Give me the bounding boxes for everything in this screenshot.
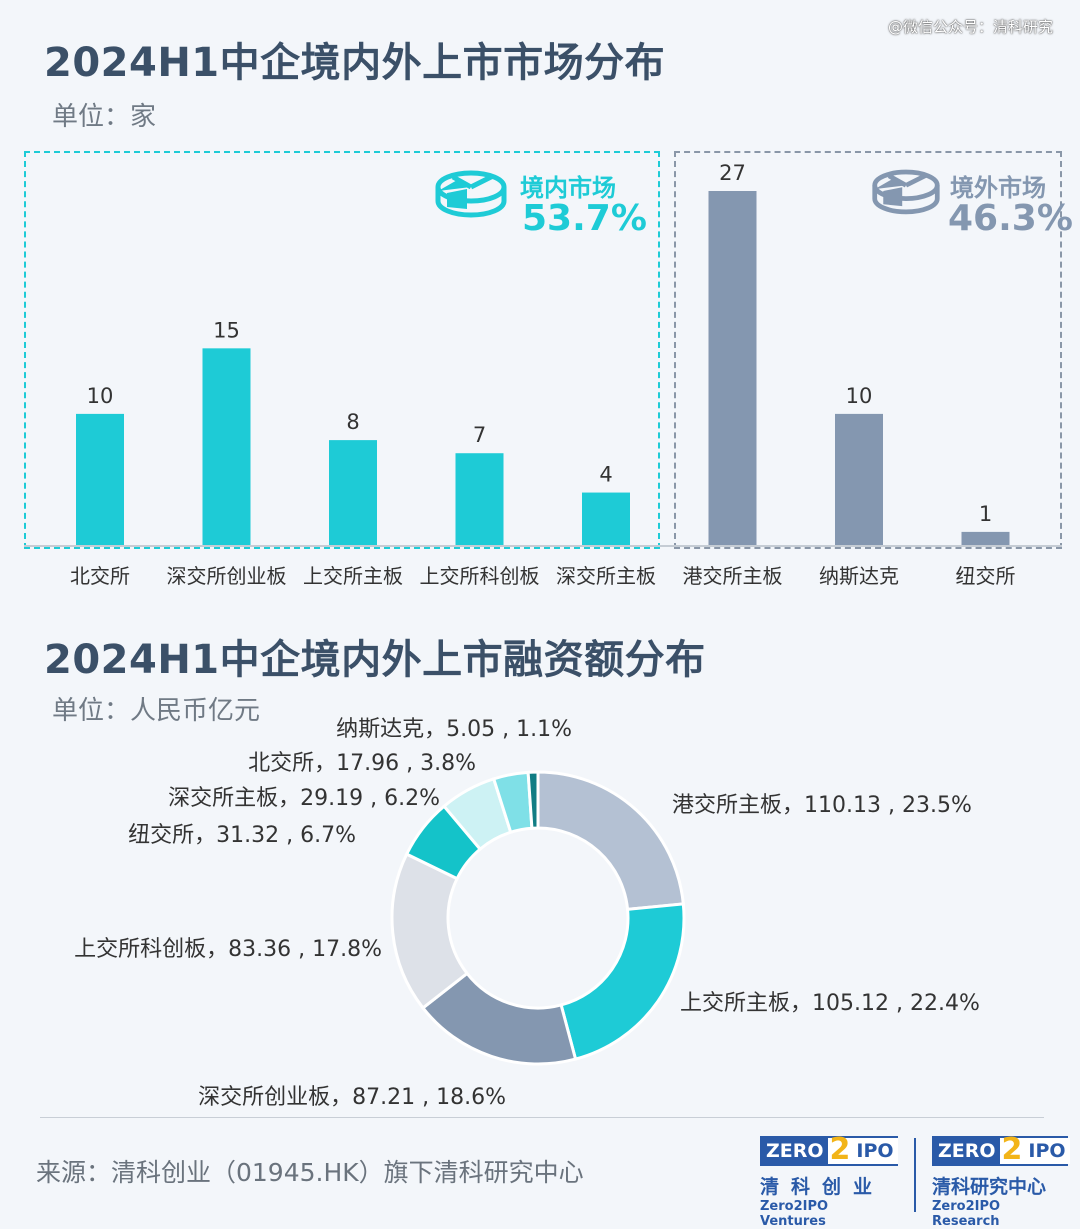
bar-value-label: 7 <box>473 423 486 447</box>
logo-two-text: 2 <box>827 1132 853 1167</box>
unit-label-financing: 单位：人民币亿元 <box>52 696 261 726</box>
zero2ipo-research-logo: ZERO 2 IPO 清科研究中心 Zero2IPO Research <box>932 1132 1070 1229</box>
bar-value-label: 10 <box>87 384 114 408</box>
overseas-market-box <box>674 151 1062 549</box>
overseas-market-label: 境外市场 <box>950 174 1046 202</box>
domestic-market-percent: 53.7% <box>522 198 647 239</box>
bar-value-label: 4 <box>599 463 612 487</box>
bar-chart: 10 北交所 15 深交所创业板 8 上交所主板 7 上交所科创板 4 深交所主板 27 港交所主板 1… <box>24 161 1062 588</box>
donut-chart: 港交所主板，110.13 , 23.5% 上交所主板，105.12 , 22.4%… <box>74 717 980 1110</box>
category-label: 深交所主板 <box>556 564 656 588</box>
logo-separator <box>914 1138 916 1212</box>
logo-wordmark: ZERO 2 IPO <box>760 1132 898 1167</box>
bar-value-label: 15 <box>213 318 240 342</box>
slice-label: 纽交所，31.32 , 6.7% <box>128 823 356 848</box>
logo-zero-text: ZERO <box>934 1138 1000 1164</box>
logo-cn-text: 清科创业 <box>760 1176 885 1198</box>
bar-value-label: 27 <box>719 161 746 185</box>
category-label: 上交所科创板 <box>420 564 540 588</box>
logo-ipo-text: IPO <box>852 1138 898 1164</box>
domestic-market-label: 境内市场 <box>520 174 616 202</box>
footer-divider <box>40 1117 1044 1118</box>
slice-label: 纳斯达克，5.05 , 1.1% <box>336 717 572 742</box>
watermark: @微信公众号：清科研究 <box>888 18 1054 36</box>
pie-chart-icon <box>872 169 940 215</box>
slice-label: 港交所主板，110.13 , 23.5% <box>672 793 972 818</box>
bar <box>329 440 377 545</box>
logo-ipo-text: IPO <box>1024 1138 1070 1164</box>
slice-label: 上交所主板，105.12 , 22.4% <box>680 991 980 1016</box>
zero2ipo-ventures-logo: ZERO 2 IPO 清科创业 Zero2IPO Ventures <box>760 1132 898 1229</box>
chart-title-listing-count: 2024H1中企境内外上市市场分布 <box>44 40 666 86</box>
category-label: 港交所主板 <box>683 564 783 588</box>
bar <box>76 413 124 545</box>
donut-slice <box>526 770 540 830</box>
category-label: 北交所 <box>70 564 130 588</box>
slice-label: 深交所主板，29.19 , 6.2% <box>168 786 440 811</box>
domestic-market-box <box>24 151 660 549</box>
source-note: 来源：清科创业（01945.HK）旗下清科研究中心 <box>36 1158 584 1187</box>
bar <box>582 492 630 545</box>
bar-value-label: 1 <box>979 502 992 526</box>
bar <box>961 531 1010 545</box>
donut-slice <box>559 902 686 1061</box>
bar-value-label: 10 <box>846 384 873 408</box>
donut-slice <box>536 770 685 911</box>
bar <box>455 453 504 545</box>
pie-chart-icon <box>435 170 507 218</box>
category-label: 深交所创业板 <box>167 564 287 588</box>
logo-two-text: 2 <box>999 1132 1025 1167</box>
logo-zero-text: ZERO <box>762 1138 828 1164</box>
slice-label: 上交所科创板，83.36 , 17.8% <box>74 937 382 962</box>
logo-wordmark: ZERO 2 IPO <box>932 1132 1070 1167</box>
logo-en-text: Zero2IPO Ventures <box>760 1199 829 1229</box>
slice-label: 深交所创业板，87.21 , 18.6% <box>198 1085 506 1110</box>
logo-en-text: Zero2IPO Research <box>932 1199 1001 1229</box>
chart-title-financing: 2024H1中企境内外上市融资额分布 <box>44 637 706 683</box>
category-label: 上交所主板 <box>303 564 403 588</box>
bar-value-label: 8 <box>346 410 359 434</box>
bar <box>835 413 883 545</box>
bar <box>202 348 251 545</box>
overseas-market-percent: 46.3% <box>948 198 1073 239</box>
logo-cn-text: 清科研究中心 <box>932 1176 1047 1198</box>
unit-label-count: 单位：家 <box>52 102 157 132</box>
category-label: 纳斯达克 <box>819 564 899 588</box>
slice-label: 北交所，17.96 , 3.8% <box>248 751 476 776</box>
bar <box>708 191 757 545</box>
category-label: 纽交所 <box>956 564 1016 588</box>
